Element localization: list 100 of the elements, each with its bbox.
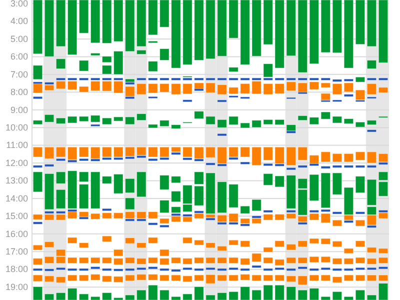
bar (32, 165, 43, 168)
bar (102, 236, 112, 242)
bar (67, 80, 78, 90)
bar (355, 290, 366, 300)
bar (56, 276, 66, 283)
bar (355, 267, 366, 270)
bar (67, 268, 78, 272)
bar (32, 96, 43, 100)
y-tick-label: 19:00 (5, 282, 28, 292)
y-tick-label: 12:00 (5, 158, 28, 168)
bar (32, 120, 43, 125)
bar (56, 214, 66, 220)
bar (378, 87, 388, 93)
bar (344, 248, 354, 254)
bar (90, 52, 100, 56)
bar (56, 80, 66, 90)
bar (378, 78, 388, 81)
bar (67, 257, 78, 264)
bar (44, 173, 54, 210)
bar (344, 258, 354, 264)
bar (366, 129, 377, 132)
bar (78, 60, 89, 72)
bar (56, 267, 66, 270)
bar (366, 247, 377, 253)
bar (366, 120, 377, 125)
bar (44, 0, 54, 57)
bar (67, 170, 78, 209)
bar (44, 256, 54, 264)
bar (56, 118, 66, 124)
bar (148, 61, 158, 72)
bar (355, 257, 366, 264)
bar (366, 0, 377, 47)
bar (44, 164, 54, 167)
bar (67, 116, 78, 124)
bar (378, 266, 388, 270)
y-tick-label: 6:00 (10, 52, 28, 62)
bar (378, 212, 388, 219)
bar (263, 247, 273, 252)
bar (67, 0, 78, 56)
bar (32, 172, 43, 192)
bar (355, 165, 366, 168)
bar (355, 76, 366, 82)
bar (56, 292, 66, 300)
bar (378, 257, 388, 264)
bar (366, 274, 377, 282)
bar (44, 294, 54, 300)
bar (32, 274, 43, 282)
bar (344, 296, 354, 300)
bar (32, 268, 43, 272)
y-tick-label: 15:00 (5, 211, 28, 222)
bar (67, 237, 78, 244)
bar (344, 82, 354, 92)
bar (32, 244, 43, 250)
y-tick-label: 18:00 (5, 264, 28, 274)
bar (182, 100, 192, 102)
bar (366, 83, 377, 95)
y-tick-label: 8:00 (10, 87, 28, 98)
y-tick-label: 9:00 (10, 104, 28, 115)
y-tick-label: 16:00 (5, 228, 28, 239)
bar (366, 267, 377, 270)
bar (67, 288, 78, 300)
y-tick-label: 13:00 (5, 176, 28, 186)
bar (355, 90, 366, 100)
y-tick-label: 5:00 (10, 34, 28, 44)
bar (366, 60, 377, 70)
bar (44, 241, 54, 248)
bar (217, 100, 227, 102)
bar (78, 242, 89, 248)
bar (32, 258, 43, 265)
bar (44, 114, 54, 122)
bar (67, 212, 78, 219)
bar (228, 67, 238, 72)
bar (378, 248, 388, 254)
bar (366, 294, 377, 300)
bar (355, 240, 366, 248)
bar (32, 84, 43, 94)
bar (56, 189, 66, 209)
bar (32, 146, 43, 158)
bar (344, 268, 354, 272)
bar (366, 78, 377, 81)
y-tick-label: 11:00 (6, 140, 28, 150)
bar (344, 153, 354, 162)
bar (355, 274, 366, 282)
bar (378, 274, 388, 282)
bar (344, 165, 354, 168)
bar (44, 146, 54, 159)
bar (344, 94, 354, 97)
bar (355, 212, 366, 214)
bar (355, 176, 366, 194)
bar (355, 0, 366, 45)
bar (44, 214, 54, 220)
bar (252, 265, 262, 268)
bar (56, 58, 66, 70)
y-tick-label: 4:00 (10, 16, 28, 26)
bar (217, 133, 227, 136)
bar (378, 0, 388, 63)
y-tick-label: 7:00 (10, 69, 28, 80)
bar (56, 146, 66, 158)
bar (366, 258, 377, 264)
bar (378, 283, 388, 300)
